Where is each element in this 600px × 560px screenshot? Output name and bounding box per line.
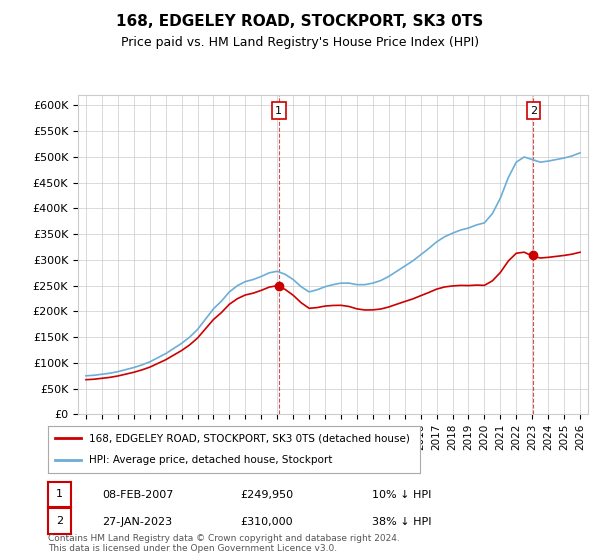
Text: £249,950: £249,950 xyxy=(240,490,293,500)
Text: Contains HM Land Registry data © Crown copyright and database right 2024.
This d: Contains HM Land Registry data © Crown c… xyxy=(48,534,400,553)
Text: 168, EDGELEY ROAD, STOCKPORT, SK3 0TS: 168, EDGELEY ROAD, STOCKPORT, SK3 0TS xyxy=(116,14,484,29)
Text: 27-JAN-2023: 27-JAN-2023 xyxy=(102,517,172,527)
Text: 38% ↓ HPI: 38% ↓ HPI xyxy=(372,517,431,527)
Text: £310,000: £310,000 xyxy=(240,517,293,527)
Text: 2: 2 xyxy=(530,106,537,116)
Text: 1: 1 xyxy=(275,106,283,116)
Text: Price paid vs. HM Land Registry's House Price Index (HPI): Price paid vs. HM Land Registry's House … xyxy=(121,36,479,49)
Text: 1: 1 xyxy=(56,489,63,500)
Text: 10% ↓ HPI: 10% ↓ HPI xyxy=(372,490,431,500)
Text: 2: 2 xyxy=(56,516,63,526)
Text: 168, EDGELEY ROAD, STOCKPORT, SK3 0TS (detached house): 168, EDGELEY ROAD, STOCKPORT, SK3 0TS (d… xyxy=(89,433,410,444)
Text: HPI: Average price, detached house, Stockport: HPI: Average price, detached house, Stoc… xyxy=(89,455,332,465)
Text: 08-FEB-2007: 08-FEB-2007 xyxy=(102,490,173,500)
